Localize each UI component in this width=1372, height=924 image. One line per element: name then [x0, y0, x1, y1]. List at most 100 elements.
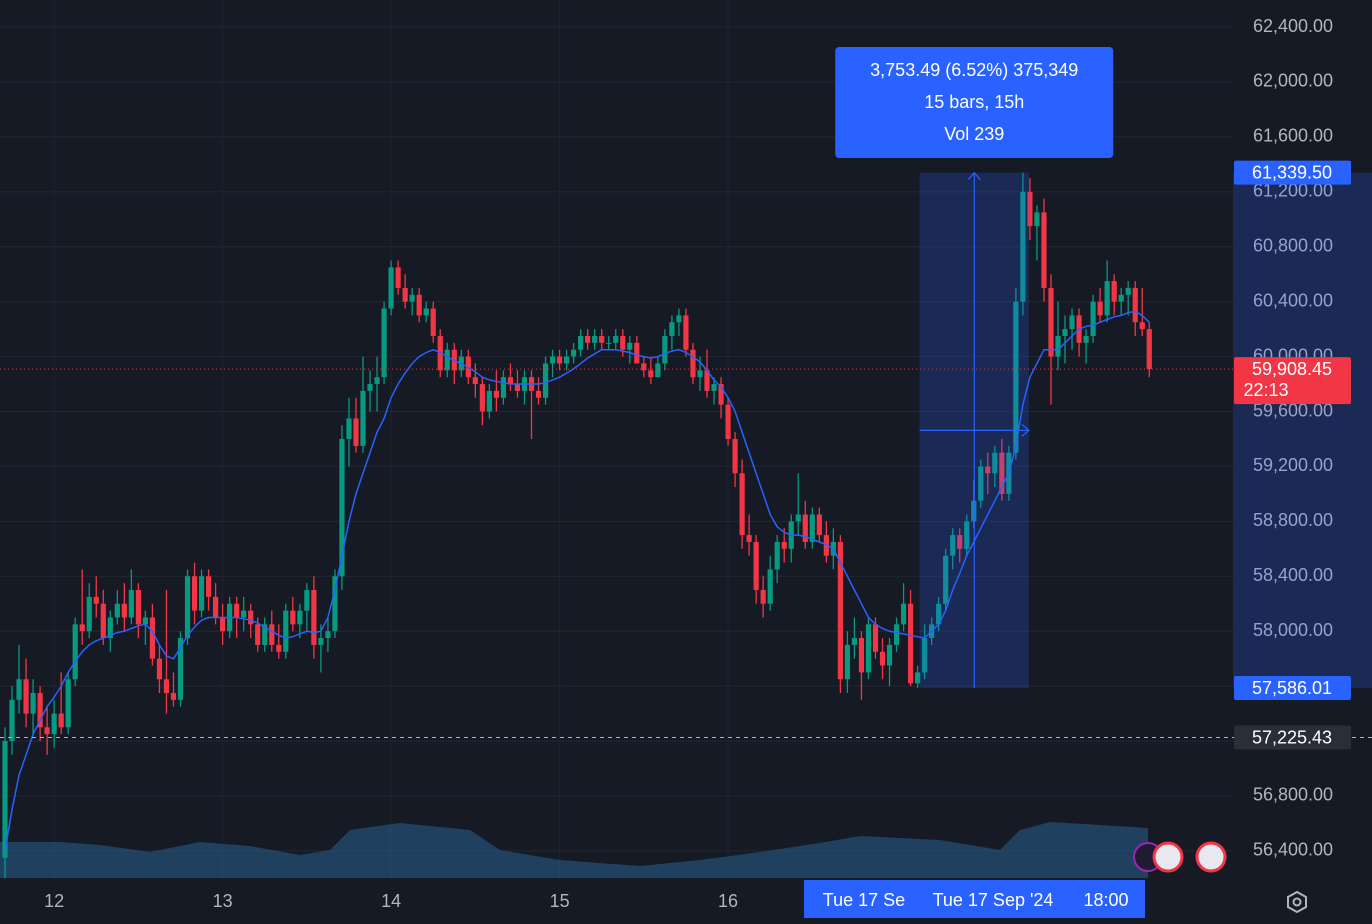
candle-body: [114, 603, 120, 618]
candle-body: [58, 713, 64, 728]
candle-body: [514, 384, 521, 391]
candle-body: [985, 466, 991, 474]
measure-tooltip-text: 15 bars, 15h: [924, 92, 1024, 112]
candle-body: [915, 672, 921, 684]
candle-body: [957, 535, 963, 549]
candle-body: [683, 315, 689, 350]
candle-body: [163, 679, 170, 693]
y-tick-label: 61,600.00: [1253, 126, 1333, 146]
candle-body: [304, 590, 310, 611]
candle-body: [255, 624, 261, 645]
x-tick-label: 14: [381, 891, 401, 911]
candle-body: [795, 514, 801, 522]
settings-dot[interactable]: [1292, 897, 1302, 907]
candle-body: [549, 356, 556, 364]
candle-body: [634, 342, 640, 364]
candle-body: [149, 617, 156, 659]
volume-area: [0, 822, 1148, 878]
measure-low-label-box: [1234, 676, 1351, 701]
y-tick-label: 58,000.00: [1253, 620, 1333, 640]
candle-body: [753, 541, 759, 591]
candle-body: [599, 335, 605, 343]
candle-body: [704, 370, 710, 391]
candle-body: [992, 452, 998, 474]
candle-body: [205, 576, 212, 597]
candle-body: [402, 287, 408, 302]
last-price-box: [1234, 357, 1351, 405]
candle-body: [51, 713, 57, 735]
candle-body: [360, 390, 366, 446]
candle-body: [648, 370, 654, 378]
candle-body: [472, 377, 478, 385]
candle-body: [142, 617, 148, 625]
candle-body: [1090, 301, 1096, 336]
measure-arrowhead: [1021, 423, 1030, 437]
last-price-label: 59,908.45: [1252, 359, 1332, 379]
y-tick-label: 59,600.00: [1253, 400, 1333, 420]
candle-body: [1139, 322, 1145, 330]
candle-body: [430, 308, 436, 336]
plot: [0, 171, 1372, 879]
settings-icon[interactable]: [1287, 890, 1307, 914]
candle-body: [1132, 287, 1138, 323]
candle-body: [1104, 281, 1110, 316]
countdown-label: 22:13: [1243, 380, 1288, 400]
candle-body: [620, 335, 626, 350]
candle-body: [325, 631, 331, 639]
candle-body: [276, 644, 282, 652]
axis-highlight: [1233, 172, 1372, 689]
candle-body: [184, 576, 191, 639]
settings-hexagon[interactable]: [1287, 890, 1307, 914]
candle-body: [936, 603, 942, 625]
candle-body: [16, 679, 22, 700]
candle-body: [1055, 335, 1061, 357]
candle-body: [93, 596, 99, 604]
candle-body: [262, 624, 268, 645]
x-tick-label: 16: [718, 891, 738, 911]
candle-body: [23, 679, 29, 714]
reference-label: 57,225.43: [1252, 727, 1332, 747]
candle-body: [900, 603, 907, 625]
candle-body: [964, 521, 970, 549]
candle-body: [409, 294, 415, 302]
candle-body: [332, 576, 338, 632]
candle-body: [79, 624, 85, 632]
candle-body: [367, 384, 373, 391]
candle-body: [107, 617, 113, 639]
candle-body: [725, 404, 731, 439]
candle-body: [121, 603, 127, 618]
measure-high-label: 61,339.50: [1252, 162, 1332, 182]
candle-body: [1013, 301, 1019, 453]
candle-body: [606, 342, 612, 344]
y-tick-label: 56,400.00: [1253, 840, 1333, 860]
event-icon[interactable]: [1152, 841, 1184, 873]
candle-body: [837, 541, 843, 680]
candle-body: [381, 308, 387, 378]
candle-body: [1083, 335, 1089, 343]
candle-body: [500, 377, 507, 398]
x-tick-label: 12: [44, 891, 64, 911]
measure-low-label: 57,586.01: [1252, 678, 1332, 698]
candle-body: [802, 514, 808, 542]
candle-body: [241, 610, 247, 618]
candle-body: [318, 638, 324, 645]
y-tick-label: 62,400.00: [1253, 16, 1333, 36]
candle-body: [2, 741, 8, 858]
x-tick-label: 15: [550, 891, 570, 911]
candle-body: [177, 638, 184, 700]
candle-body: [662, 335, 668, 364]
candle-body: [297, 610, 303, 625]
candle-body: [858, 638, 865, 673]
candle-body: [128, 590, 134, 618]
y-tick-label: 61,200.00: [1253, 181, 1333, 201]
y-tick-label: 58,400.00: [1253, 565, 1333, 585]
candle-body: [1020, 191, 1026, 302]
candle-body: [1034, 212, 1040, 227]
candle-body: [170, 692, 177, 700]
candle-body: [1069, 315, 1075, 330]
candle-body: [507, 377, 514, 385]
event-icon[interactable]: [1195, 841, 1227, 873]
candle-body: [613, 335, 619, 343]
